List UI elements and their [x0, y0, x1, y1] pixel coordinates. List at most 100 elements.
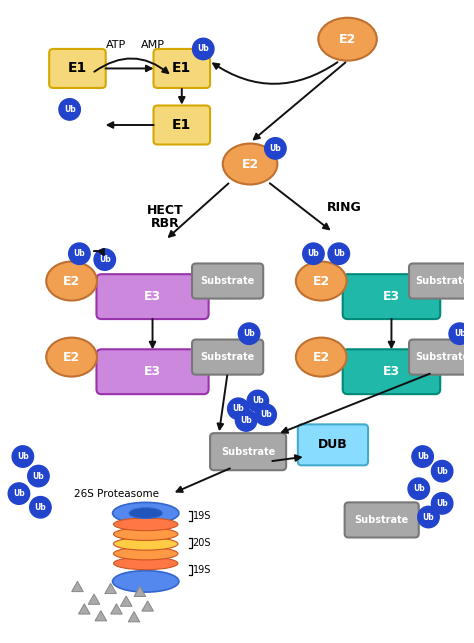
Polygon shape	[134, 586, 146, 597]
Text: Ub: Ub	[417, 452, 428, 461]
FancyBboxPatch shape	[192, 264, 263, 298]
Text: 26S Proteasome: 26S Proteasome	[74, 489, 159, 498]
Text: E1: E1	[172, 118, 191, 132]
Polygon shape	[72, 581, 83, 592]
Circle shape	[94, 249, 116, 270]
Ellipse shape	[223, 143, 277, 185]
Text: Ub: Ub	[232, 404, 244, 413]
Text: Ub: Ub	[436, 467, 448, 476]
Text: Ub: Ub	[333, 249, 345, 258]
Ellipse shape	[46, 262, 97, 300]
Circle shape	[431, 493, 453, 514]
Text: Ub: Ub	[73, 249, 85, 258]
Circle shape	[264, 138, 286, 159]
Circle shape	[8, 483, 30, 504]
Polygon shape	[105, 583, 117, 593]
Circle shape	[255, 404, 276, 426]
FancyBboxPatch shape	[154, 105, 210, 145]
Text: E2: E2	[313, 350, 330, 363]
Ellipse shape	[114, 547, 178, 560]
FancyBboxPatch shape	[345, 502, 419, 538]
Circle shape	[328, 243, 349, 264]
Text: Substrate: Substrate	[355, 515, 409, 525]
FancyBboxPatch shape	[49, 49, 106, 88]
Ellipse shape	[112, 570, 179, 592]
Text: E3: E3	[144, 365, 161, 378]
FancyBboxPatch shape	[298, 424, 368, 466]
Ellipse shape	[46, 338, 97, 377]
Text: Substrate: Substrate	[201, 352, 255, 362]
Circle shape	[418, 506, 439, 528]
Text: 20S: 20S	[192, 538, 211, 548]
Text: Ub: Ub	[17, 452, 29, 461]
Text: 19S: 19S	[192, 511, 211, 521]
Text: E2: E2	[241, 158, 259, 170]
Text: Ub: Ub	[454, 329, 465, 338]
Ellipse shape	[114, 528, 178, 540]
Text: Substrate: Substrate	[221, 447, 275, 457]
Ellipse shape	[296, 338, 346, 377]
FancyBboxPatch shape	[154, 49, 210, 88]
Circle shape	[69, 243, 90, 264]
Text: RBR: RBR	[151, 217, 180, 230]
FancyBboxPatch shape	[343, 274, 440, 319]
FancyBboxPatch shape	[409, 264, 474, 298]
FancyBboxPatch shape	[210, 433, 286, 470]
Text: Ub: Ub	[308, 249, 319, 258]
FancyBboxPatch shape	[409, 340, 474, 375]
Text: Ub: Ub	[243, 329, 255, 338]
Polygon shape	[128, 611, 140, 622]
Circle shape	[408, 478, 429, 500]
Circle shape	[303, 243, 324, 264]
Text: E2: E2	[313, 275, 330, 287]
Text: Substrate: Substrate	[415, 352, 469, 362]
Text: Ub: Ub	[35, 503, 46, 512]
Ellipse shape	[114, 557, 178, 570]
Text: Ub: Ub	[270, 144, 281, 153]
FancyBboxPatch shape	[192, 340, 263, 375]
Text: Substrate: Substrate	[201, 276, 255, 286]
Text: Ub: Ub	[33, 471, 45, 480]
Text: Ub: Ub	[197, 44, 209, 53]
Text: E1: E1	[172, 62, 191, 75]
Text: E2: E2	[339, 33, 356, 46]
Text: RING: RING	[327, 201, 362, 214]
Text: Ub: Ub	[240, 416, 252, 425]
Text: Ub: Ub	[260, 410, 272, 419]
FancyBboxPatch shape	[97, 349, 209, 394]
Ellipse shape	[129, 508, 162, 518]
Circle shape	[30, 496, 51, 518]
Circle shape	[228, 398, 249, 419]
Text: AMP: AMP	[140, 40, 164, 50]
FancyBboxPatch shape	[343, 349, 440, 394]
Text: E2: E2	[63, 275, 80, 287]
Circle shape	[12, 446, 34, 467]
Circle shape	[236, 410, 257, 431]
Polygon shape	[142, 601, 154, 611]
Text: Ub: Ub	[13, 489, 25, 498]
Text: Ub: Ub	[99, 255, 110, 264]
Text: E3: E3	[383, 290, 400, 303]
Text: Ub: Ub	[423, 512, 434, 521]
Ellipse shape	[112, 502, 179, 524]
Text: E3: E3	[144, 290, 161, 303]
Circle shape	[238, 323, 260, 345]
Circle shape	[431, 460, 453, 482]
Circle shape	[247, 390, 269, 412]
Polygon shape	[110, 604, 122, 614]
Ellipse shape	[319, 18, 377, 60]
Circle shape	[27, 466, 49, 487]
Circle shape	[449, 323, 470, 345]
Ellipse shape	[114, 538, 178, 550]
Text: E1: E1	[68, 62, 87, 75]
Text: 19S: 19S	[192, 565, 211, 575]
Text: E3: E3	[383, 365, 400, 378]
Ellipse shape	[296, 262, 346, 300]
Text: Substrate: Substrate	[415, 276, 469, 286]
Text: Ub: Ub	[252, 397, 264, 406]
FancyBboxPatch shape	[97, 274, 209, 319]
Circle shape	[59, 98, 81, 120]
Text: E2: E2	[63, 350, 80, 363]
Text: Ub: Ub	[64, 105, 75, 114]
Text: ATP: ATP	[106, 40, 127, 50]
